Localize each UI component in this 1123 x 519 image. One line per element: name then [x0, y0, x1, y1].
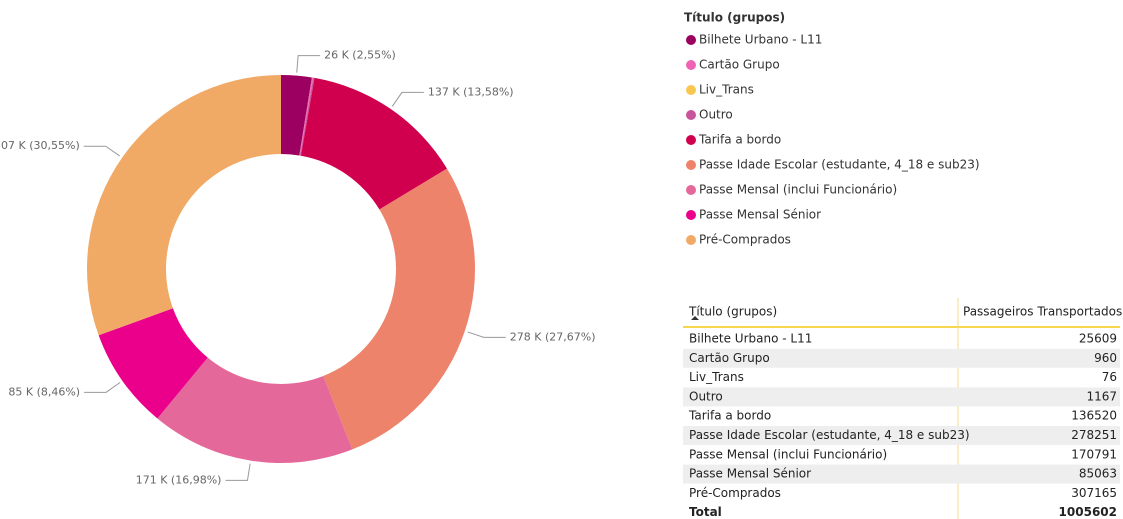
data-label: 85 K (8,46%): [8, 385, 80, 398]
table-total: 1005602: [1059, 505, 1117, 519]
leader-line: [84, 382, 121, 393]
data-label: 171 K (16,98%): [136, 473, 222, 486]
data-label: 137 K (13,58%): [428, 85, 514, 98]
sort-icon: [691, 316, 699, 320]
table-cell: Passe Mensal Sénior: [689, 467, 811, 481]
data-label: 307 K (30,55%): [0, 139, 80, 152]
legend-marker: [686, 235, 696, 245]
legend-label: Passe Idade Escolar (estudante, 4_18 e s…: [699, 158, 980, 172]
leader-line: [296, 55, 321, 73]
table-cell: 76: [1102, 370, 1117, 384]
legend-label: Tarifa a bordo: [698, 133, 781, 147]
legend-marker: [686, 60, 696, 70]
table-cell: Tarifa a bordo: [688, 409, 771, 423]
table-cell: 278251: [1071, 428, 1117, 442]
table-total: Total: [689, 505, 722, 519]
legend-marker: [686, 210, 696, 220]
legend-label: Passe Mensal (inclui Funcionário): [699, 183, 897, 197]
table-cell: 136520: [1071, 409, 1117, 423]
table-cell: 960: [1094, 351, 1117, 365]
table-header: Título (grupos): [688, 305, 777, 319]
table-cell: 170791: [1071, 447, 1117, 461]
legend-marker: [686, 135, 696, 145]
legend-marker: [686, 160, 696, 170]
donut-slice: [98, 308, 208, 419]
table-row-bg: [683, 387, 1120, 407]
donut-slice: [281, 75, 312, 156]
leader-line: [225, 463, 251, 481]
table-cell: Passe Idade Escolar (estudante, 4_18 e s…: [689, 428, 970, 442]
legend-marker: [686, 85, 696, 95]
legend-marker: [686, 35, 696, 45]
donut-slice: [86, 74, 281, 336]
data-label: 26 K (2,55%): [324, 49, 396, 62]
legend-label: Outro: [699, 108, 733, 122]
legend-label: Bilhete Urbano - L11: [699, 33, 822, 47]
table-cell: Liv_Trans: [689, 370, 744, 384]
table-cell: Passe Mensal (inclui Funcionário): [689, 447, 887, 461]
legend-label: Liv_Trans: [699, 83, 754, 97]
table-row-bg: [683, 426, 1120, 445]
table-cell: Cartão Grupo: [689, 351, 770, 365]
table-header: Passageiros Transportados: [963, 305, 1122, 319]
table-row-bg: [683, 348, 1120, 368]
legend-title: Título (grupos): [684, 11, 785, 25]
legend-label: Passe Mensal Sénior: [699, 208, 821, 222]
legend-marker: [686, 185, 696, 195]
donut-slice: [300, 77, 314, 156]
table-cell: Bilhete Urbano - L11: [689, 332, 812, 346]
leader-line: [467, 331, 506, 338]
table-cell: 307165: [1071, 486, 1117, 500]
table-cell: 25609: [1079, 332, 1117, 346]
donut-slice: [157, 357, 353, 463]
table-row-bg: [683, 464, 1120, 484]
legend-label: Cartão Grupo: [699, 58, 780, 72]
donut-slice: [323, 168, 475, 450]
table-cell: Outro: [689, 389, 723, 403]
donut-slice: [300, 77, 315, 156]
table-cell: 85063: [1079, 467, 1117, 481]
legend-label: Pré-Comprados: [699, 233, 791, 247]
leader-line: [391, 91, 424, 107]
leader-line: [83, 145, 120, 157]
donut-slice: [300, 77, 447, 210]
data-label: 278 K (27,67%): [510, 330, 596, 343]
table-cell: 1167: [1086, 389, 1117, 403]
legend-marker: [686, 110, 696, 120]
donut-slice: [299, 77, 314, 156]
table-cell: Pré-Comprados: [689, 486, 781, 500]
